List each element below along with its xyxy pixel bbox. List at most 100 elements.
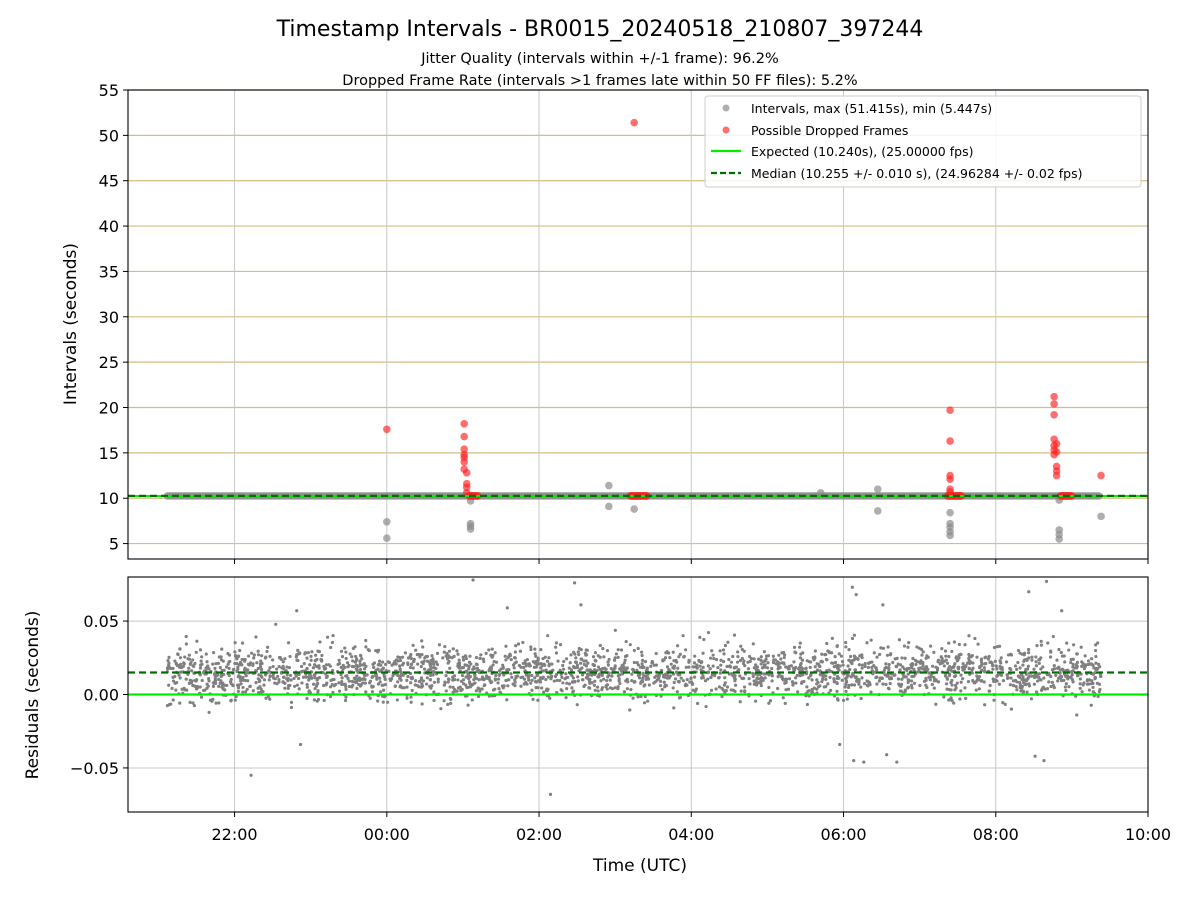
residual-point (1011, 679, 1016, 683)
intervals-y-tick-label: 30 (99, 308, 119, 327)
residual-point (665, 665, 670, 669)
residual-point (852, 758, 856, 763)
residual-point (277, 678, 281, 682)
residual-point (983, 662, 987, 666)
residual-point (972, 681, 977, 685)
residual-point (1080, 660, 1084, 664)
residual-point (844, 689, 848, 693)
residual-point (567, 682, 572, 686)
residual-point (1069, 660, 1073, 665)
residual-point (599, 679, 603, 683)
residual-point (243, 668, 248, 672)
residual-point (216, 673, 220, 677)
residual-point (473, 681, 477, 685)
residual-point (345, 661, 350, 665)
residual-point (1051, 634, 1055, 639)
residual-point (717, 676, 721, 680)
residual-point (366, 647, 370, 652)
residual-point (354, 658, 358, 662)
residual-point (282, 675, 286, 679)
residual-point (993, 659, 997, 663)
residual-point (910, 664, 914, 668)
residual-point (751, 642, 755, 646)
residual-point (324, 666, 328, 671)
residual-point (540, 686, 544, 690)
residual-point (968, 672, 972, 677)
residual-point (408, 665, 413, 670)
residual-point (910, 686, 914, 690)
residual-point (446, 677, 451, 681)
residual-point (774, 662, 778, 666)
residual-point (625, 677, 629, 681)
residual-point (590, 673, 594, 677)
residual-point (396, 680, 400, 684)
residual-point (846, 664, 850, 668)
residual-point (535, 673, 540, 677)
residual-point (171, 666, 175, 670)
residual-point (540, 663, 544, 668)
residual-point (352, 665, 356, 669)
residual-point (306, 651, 310, 655)
residual-point (629, 687, 633, 692)
residual-point (1009, 653, 1014, 657)
residual-point (1027, 647, 1031, 652)
residual-point (635, 668, 639, 672)
residual-point (881, 646, 885, 650)
residual-point (325, 674, 329, 678)
residual-point (206, 664, 210, 668)
residual-point (771, 654, 776, 658)
residual-point (636, 695, 640, 699)
residual-point (833, 655, 837, 659)
residual-point (824, 677, 828, 682)
residual-point (561, 681, 565, 685)
residual-point (1003, 702, 1007, 706)
residuals-y-tick-label: 0.00 (83, 686, 119, 705)
residual-point (1027, 590, 1031, 594)
residual-point (606, 675, 610, 679)
residual-point (214, 701, 218, 705)
residual-point (706, 630, 711, 635)
residual-point (850, 636, 855, 641)
residual-point (1008, 683, 1012, 687)
residual-point (874, 666, 878, 670)
residual-point (207, 679, 211, 683)
residual-point (514, 644, 518, 648)
residual-point (234, 694, 238, 699)
residual-point (594, 659, 598, 663)
residual-point (805, 685, 809, 689)
residual-point (685, 678, 689, 682)
residual-point (296, 658, 300, 663)
residual-point (1087, 662, 1091, 666)
intervals-plot-panel: 5 10 15 20 25 30 35 40 45 50 55 Intervals (seconds… (61, 81, 1149, 564)
residual-point (178, 701, 182, 705)
residual-point (531, 697, 535, 701)
residual-point (1021, 663, 1025, 667)
residual-point (992, 645, 997, 650)
interval-point (946, 531, 954, 540)
residual-point (1009, 676, 1013, 680)
residual-point (445, 651, 449, 656)
residual-point (286, 677, 290, 681)
residual-point (1015, 680, 1019, 684)
residual-point (691, 665, 695, 669)
time-x-tick-label: 04:00 (668, 825, 714, 844)
residual-point (409, 652, 413, 657)
dropped-frame-point (946, 488, 954, 496)
residual-point (398, 669, 403, 674)
residual-point (419, 676, 424, 680)
residual-point (988, 683, 992, 688)
residual-point (865, 641, 869, 645)
residual-point (682, 655, 686, 659)
residual-point (752, 657, 756, 661)
residual-point (1087, 688, 1092, 692)
residual-point (1025, 658, 1029, 662)
residual-point (405, 696, 409, 700)
residual-point (347, 679, 351, 683)
residual-point (1048, 655, 1053, 659)
residual-point (266, 694, 270, 699)
residual-point (732, 633, 737, 637)
residual-point (1046, 641, 1050, 645)
residual-point (262, 678, 267, 682)
intervals-y-tick-label: 45 (99, 172, 119, 191)
residual-point (881, 603, 885, 607)
